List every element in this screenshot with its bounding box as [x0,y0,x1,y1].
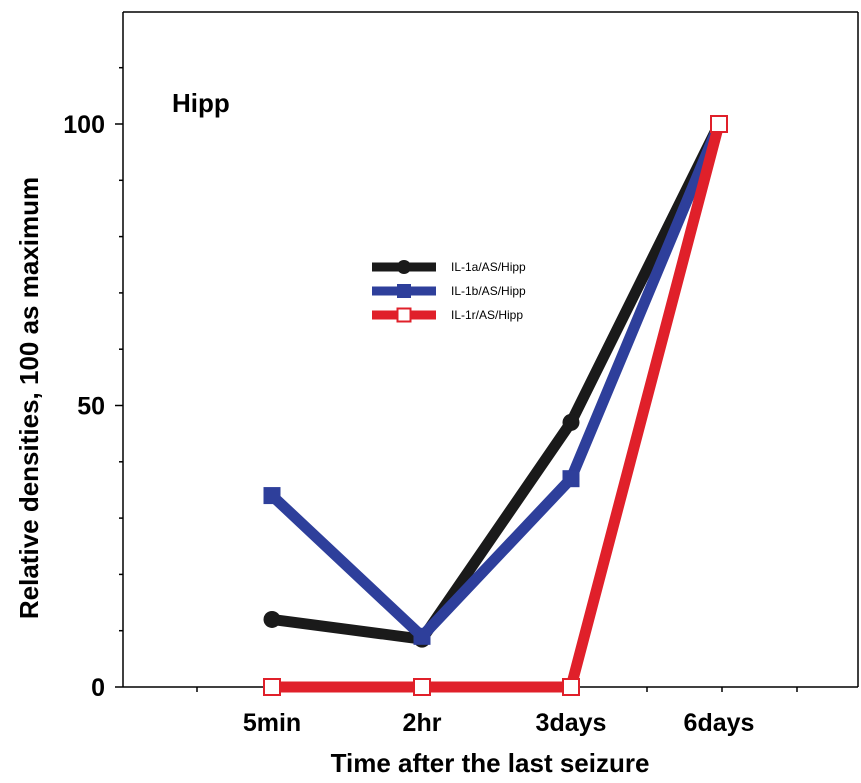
data-point [710,115,728,133]
legend-item: IL-1r/AS/Hipp [372,307,523,323]
legend-item: IL-1a/AS/Hipp [372,260,526,274]
data-point [562,413,580,431]
legend: IL-1a/AS/Hipp IL-1b/AS/Hipp IL-1r/AS/Hipp [372,260,526,323]
data-point [562,470,580,488]
legend-item: IL-1b/AS/Hipp [372,284,526,298]
y-tick-label: 100 [63,111,105,139]
data-point [263,678,281,696]
data-point [562,678,580,696]
legend-marker [397,284,411,298]
legend-marker [397,260,411,274]
axes: 0 50 100 5min 2hr 3days 6days [63,11,859,737]
legend-marker [396,307,412,323]
legend-label: IL-1r/AS/Hipp [451,308,523,322]
y-tick-label: 0 [91,674,105,702]
data-point [413,627,431,645]
data-point [263,487,281,505]
x-tick-label: 6days [684,709,755,737]
data-point [413,678,431,696]
legend-label: IL-1a/AS/Hipp [451,260,526,274]
x-axis-title: Time after the last seizure [331,748,650,778]
series-IL-1r/AS/Hipp [263,115,728,696]
series-layer [263,115,728,696]
chart-annotation: Hipp [172,88,230,118]
y-tick-label: 50 [77,393,105,421]
series-line [266,118,725,642]
series-IL-1a/AS/Hipp [263,115,728,648]
series-IL-1b/AS/Hipp [263,115,728,645]
x-tick-label: 3days [536,709,607,737]
series-line [266,118,725,693]
x-tick-label: 5min [243,709,301,737]
data-point [263,610,281,628]
x-tick-label: 2hr [403,709,442,737]
legend-label: IL-1b/AS/Hipp [451,284,526,298]
series-line [266,118,725,645]
y-axis-title: Relative densities, 100 as maximum [14,177,44,619]
